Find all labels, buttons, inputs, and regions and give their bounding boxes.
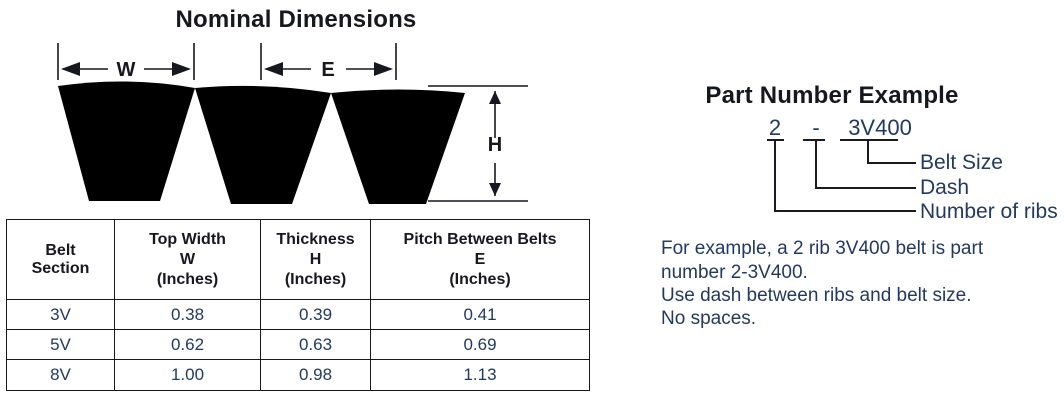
svg-text:2: 2 (769, 115, 781, 140)
svg-text:Belt Size: Belt Size (920, 151, 1003, 174)
svg-text:W: W (117, 59, 136, 81)
svg-text:No spaces.: No spaces. (661, 308, 756, 329)
svg-text:Number of ribs: Number of ribs (920, 200, 1058, 223)
svg-text:Use dash between ribs and belt: Use dash between ribs and belt size. (661, 285, 972, 306)
svg-text:3V400: 3V400 (848, 115, 912, 140)
svg-text:E: E (321, 59, 334, 81)
svg-text:For example, a 2 rib 3V400 bel: For example, a 2 rib 3V400 belt is part (661, 238, 984, 259)
svg-text:number 2-3V400.: number 2-3V400. (661, 262, 808, 283)
svg-text:H: H (488, 134, 502, 156)
svg-text:-: - (812, 115, 819, 140)
svg-text:Dash: Dash (920, 176, 969, 199)
